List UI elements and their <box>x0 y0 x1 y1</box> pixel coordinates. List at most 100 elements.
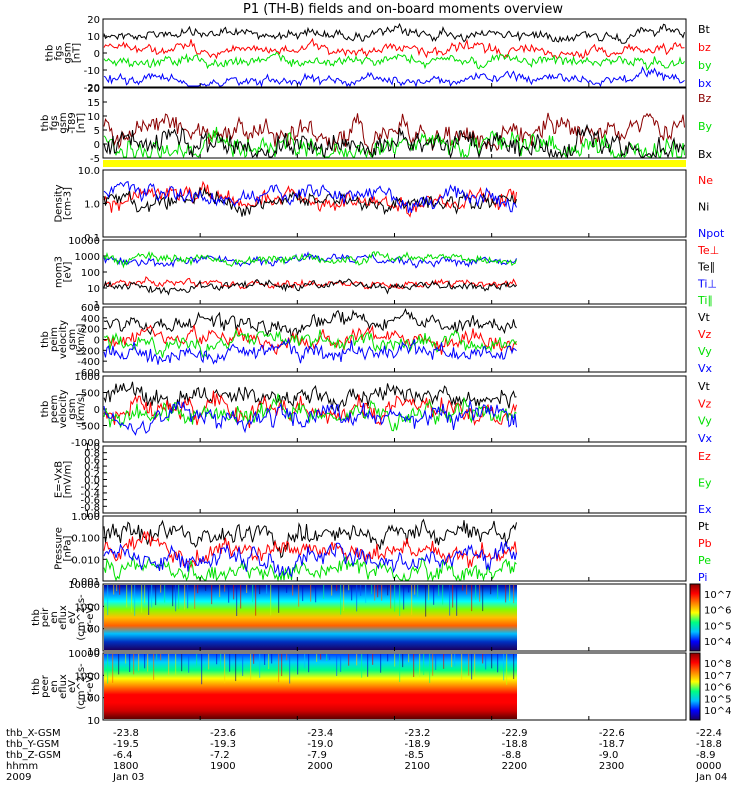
xaxis-value: -8.9 <box>696 750 716 761</box>
spectrogram-streak <box>281 654 283 677</box>
spectrogram-streak <box>160 585 162 593</box>
panel-3-ylabel-line: [cm-3] <box>63 187 74 220</box>
spectrogram-streak <box>394 654 396 667</box>
spectrogram-streak <box>360 585 362 596</box>
data-quality-bar <box>103 160 686 167</box>
panel-2-ylabel-line: [nT] <box>76 113 87 133</box>
panel-7-frame <box>102 445 687 514</box>
panel-8-ylabel-line: Pressure <box>54 527 65 570</box>
spectrogram-streak <box>144 585 146 604</box>
spectrogram-streak <box>224 654 226 684</box>
panel-5-ytick: 600 <box>81 303 100 314</box>
spectrogram-streak <box>270 585 272 616</box>
spectrogram-streak <box>205 585 207 591</box>
spectrogram-streak <box>513 654 515 680</box>
panel-7-ytick: -1.0 <box>80 509 100 520</box>
spectrogram-streak <box>348 654 350 666</box>
panel-6-legend-Vz: Vz <box>698 397 712 410</box>
spectrogram-streak <box>308 654 310 673</box>
spectrogram-streak <box>315 585 317 603</box>
spectrogram-streak <box>219 585 221 598</box>
panel-5-ylabel-line: velocity <box>58 320 69 359</box>
xaxis-value: -18.8 <box>696 739 722 750</box>
spectrogram-streak <box>433 585 435 605</box>
panel-6-legend-Vt: Vt <box>698 380 711 393</box>
panel-4-ylabel-line: mom3 <box>54 256 65 288</box>
spectrogram-streak <box>264 654 266 665</box>
spectrogram-streak <box>236 585 238 617</box>
spectrogram-streak <box>156 654 158 660</box>
spectrogram-streak <box>259 585 261 595</box>
panel-8-legend-Pe: Pe <box>698 554 711 567</box>
spectrogram-streak <box>419 654 421 678</box>
spectrogram-streak <box>367 654 369 677</box>
panel-1-ytick: 10 <box>87 32 100 43</box>
spectrogram-streak <box>155 585 157 606</box>
panel-5-series-Vy <box>103 328 517 359</box>
xaxis-value: Jan 03 <box>112 772 144 783</box>
spectrogram-streak <box>474 654 476 677</box>
panel-2-ylabel-line: -T89 <box>67 112 78 134</box>
spectrogram-streak <box>461 654 463 680</box>
spectrogram-streak <box>255 585 257 616</box>
spectrogram-streak <box>181 654 183 672</box>
spectrogram-streak <box>220 654 222 671</box>
panel-6-frame <box>102 375 687 443</box>
panel-6-ylabel-line: peem <box>49 395 60 423</box>
panel-8-legend-Pb: Pb <box>698 537 712 550</box>
panel-4-legend-Te∥: Te∥ <box>697 261 715 274</box>
panel-9-colorbar <box>689 583 701 652</box>
panel-10-ylabel-line: en <box>49 680 60 693</box>
panel-5-ytick: -200 <box>77 346 100 357</box>
spectrogram-streak <box>160 654 162 661</box>
spectrogram-streak <box>297 654 299 675</box>
spectrogram-streak <box>107 585 109 616</box>
xaxis-value: -23.2 <box>405 728 431 739</box>
panel-5-legend-Vx: Vx <box>698 362 713 375</box>
panel-6-series-Vx <box>103 400 517 436</box>
spectrogram-streak <box>491 654 493 669</box>
panel-10-spectrogram <box>104 654 517 719</box>
panel-5-ytick: -400 <box>77 357 100 368</box>
xaxis-value: -18.7 <box>599 739 625 750</box>
panel-1-ytick: -20 <box>84 83 100 94</box>
spectrogram-streak <box>153 654 155 680</box>
xaxis-value: -19.3 <box>210 739 236 750</box>
spectrogram-streak <box>414 585 416 595</box>
panel-7-ylabel-line: E=-VxB <box>54 461 65 498</box>
xaxis-value: -23.6 <box>210 728 236 739</box>
spectrogram-streak <box>172 585 174 607</box>
panel-10-ylabel-line: eV <box>67 680 78 693</box>
panel-10-ytick: 10000 <box>68 649 100 660</box>
panel-8-ytick: 0.001 <box>71 577 100 588</box>
spectrogram-streak <box>497 585 499 599</box>
panel-7-ylabel-line: [mV/m] <box>63 461 74 499</box>
panel-5-ylabel-line: [km/s] <box>76 323 87 355</box>
panel-3-legend-Npot: Npot <box>698 227 725 240</box>
spectrogram-streak <box>475 585 477 600</box>
spectrogram-streak <box>513 585 515 604</box>
spectrogram-streak <box>471 585 473 612</box>
panel-9-ylabel-line: en <box>49 611 60 624</box>
panel-1-ylabel-line: thb <box>45 45 56 62</box>
panel-1-ytick: -10 <box>84 66 100 77</box>
spectrogram-streak <box>451 654 453 668</box>
spectrogram-streak <box>340 585 342 615</box>
spectrogram-streak <box>374 585 376 601</box>
panel-2-ylabel-line: thb <box>40 115 51 132</box>
panel-7-ytick: 1.0 <box>84 442 100 453</box>
spectrogram-streak <box>351 585 353 601</box>
spectrogram-streak <box>372 654 374 665</box>
spectrogram-streak <box>304 654 306 669</box>
panel-4-frame <box>102 239 687 305</box>
panel-8-series-Pe <box>103 555 517 582</box>
panel-8-ylabel-line: [nPa] <box>63 535 74 561</box>
spectrogram-streak <box>449 585 451 616</box>
xaxis-value: -18.9 <box>405 739 431 750</box>
xaxis-row-label: 2009 <box>6 772 31 783</box>
spectrogram-streak <box>356 654 358 666</box>
